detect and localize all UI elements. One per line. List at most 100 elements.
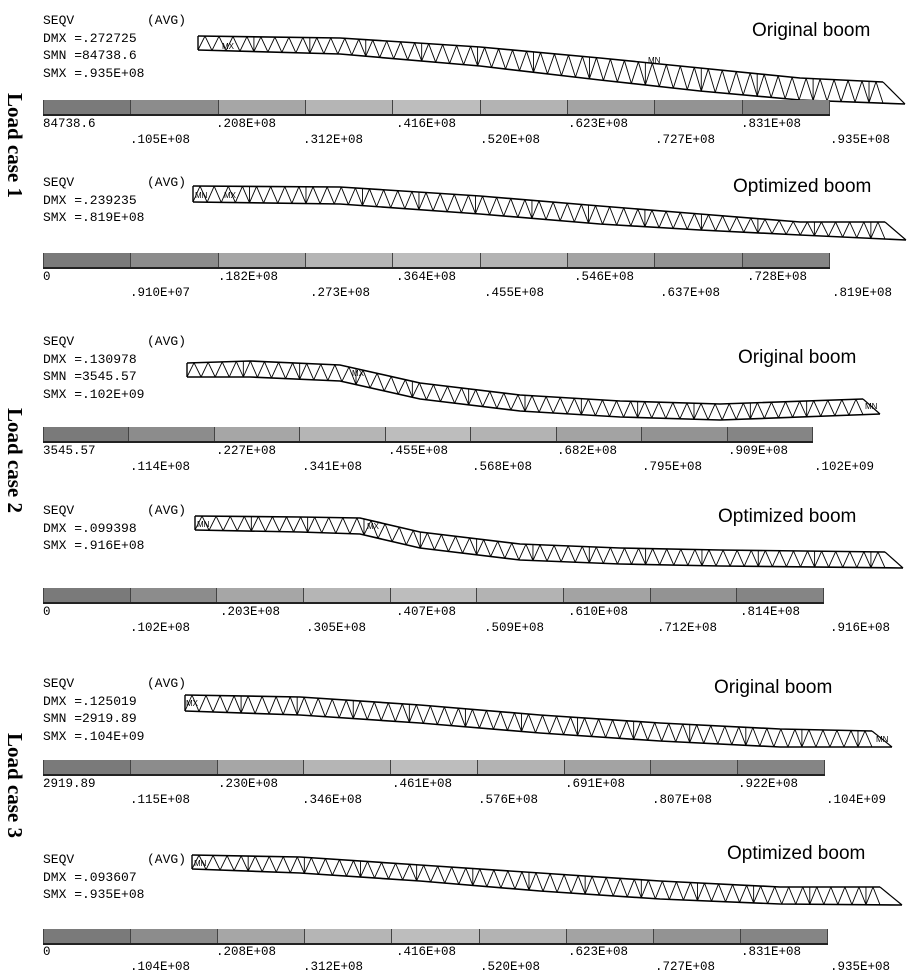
web-diagonal bbox=[425, 192, 434, 211]
legend-tick-label: .727E+08 bbox=[655, 133, 716, 147]
web-diagonal bbox=[461, 387, 470, 406]
web-diagonal bbox=[458, 867, 467, 885]
web-diagonal bbox=[679, 402, 688, 419]
web-diagonal bbox=[268, 696, 277, 715]
legend-tick-label: .461E+08 bbox=[392, 777, 453, 791]
stress-color-bar bbox=[43, 100, 830, 116]
web-diagonal bbox=[215, 516, 224, 531]
legend-band bbox=[565, 929, 653, 943]
web-diagonal bbox=[191, 854, 200, 870]
web-diagonal bbox=[206, 185, 215, 203]
web-diagonal bbox=[507, 870, 516, 890]
web-diagonal bbox=[851, 886, 860, 905]
web-diagonal bbox=[693, 213, 702, 231]
web-diagonal bbox=[496, 392, 505, 409]
web-diagonal bbox=[756, 402, 765, 419]
legend-tick-label: .182E+08 bbox=[218, 270, 279, 284]
web-diagonal bbox=[254, 855, 263, 872]
legend-band bbox=[641, 427, 727, 441]
legend-band bbox=[217, 253, 305, 267]
web-diagonal bbox=[390, 376, 399, 395]
web-diagonal bbox=[240, 855, 249, 872]
web-diagonal bbox=[298, 186, 307, 204]
web-diagonal bbox=[426, 532, 435, 550]
web-diagonal bbox=[587, 398, 596, 416]
web-diagonal bbox=[261, 856, 270, 872]
web-diagonal bbox=[261, 696, 270, 715]
web-diagonal bbox=[875, 81, 884, 104]
legend-band bbox=[130, 253, 218, 267]
web-diagonal bbox=[771, 550, 780, 567]
web-diagonal bbox=[316, 37, 325, 54]
web-diagonal bbox=[275, 696, 284, 715]
web-diagonal bbox=[605, 719, 614, 738]
web-diagonal bbox=[528, 713, 536, 733]
web-diagonal bbox=[249, 186, 257, 203]
legend-band bbox=[726, 427, 813, 441]
web-diagonal bbox=[422, 705, 431, 724]
web-diagonal bbox=[489, 391, 498, 409]
web-diagonal bbox=[788, 886, 797, 905]
mx-marker: MX bbox=[224, 191, 236, 200]
web-diagonal bbox=[454, 387, 463, 404]
web-diagonal bbox=[214, 361, 223, 378]
web-diagonal bbox=[612, 878, 621, 897]
web-diagonal bbox=[337, 38, 346, 55]
web-diagonal bbox=[236, 516, 245, 532]
web-diagonal bbox=[347, 187, 356, 205]
legend-tick-label: 2919.89 bbox=[43, 777, 96, 791]
web-diagonal bbox=[799, 221, 808, 236]
web-diagonal bbox=[479, 868, 488, 887]
seqv-label: SEQV bbox=[43, 676, 75, 691]
web-diagonal bbox=[742, 72, 751, 96]
web-diagonal bbox=[362, 188, 370, 206]
web-diagonal bbox=[842, 551, 851, 568]
web-diagonal bbox=[682, 723, 691, 743]
avg-label: (AVG) bbox=[147, 852, 187, 867]
web-diagonal bbox=[725, 884, 733, 902]
web-diagonal bbox=[547, 53, 555, 75]
legend-band bbox=[130, 929, 218, 943]
web-diagonal bbox=[440, 386, 448, 402]
web-diagonal bbox=[388, 863, 397, 880]
web-diagonal bbox=[820, 400, 829, 417]
web-diagonal bbox=[584, 876, 593, 895]
web-diagonal bbox=[409, 864, 418, 881]
legend-tick-label: .509E+08 bbox=[484, 621, 545, 635]
web-diagonal bbox=[535, 872, 544, 892]
top-chord bbox=[197, 35, 884, 83]
web-diagonal bbox=[806, 400, 815, 417]
web-diagonal bbox=[673, 549, 682, 566]
web-diagonal bbox=[619, 720, 628, 739]
web-diagonal bbox=[675, 723, 684, 742]
web-diagonal bbox=[700, 403, 709, 420]
legend-band bbox=[654, 253, 742, 267]
web-diagonal bbox=[334, 364, 343, 382]
web-diagonal bbox=[448, 536, 456, 552]
web-diagonal bbox=[786, 550, 794, 567]
truss-boom bbox=[194, 515, 904, 569]
web-diagonal bbox=[559, 397, 568, 415]
web-diagonal bbox=[519, 51, 527, 71]
web-diagonal bbox=[807, 550, 816, 568]
mx-marker: MX bbox=[186, 699, 198, 708]
web-diagonal bbox=[540, 52, 548, 75]
legend-bottom-ticks: .104E+08 .312E+08 .520E+08 .727E+08 .935E+08 bbox=[0, 960, 915, 974]
web-diagonal bbox=[654, 880, 663, 899]
web-diagonal bbox=[870, 221, 879, 239]
smx-value: SMX =.102E+09 bbox=[43, 386, 145, 402]
web-diagonal bbox=[802, 886, 811, 905]
legend-band bbox=[216, 760, 304, 774]
legend-tick-label: .814E+08 bbox=[740, 605, 801, 619]
web-diagonal bbox=[456, 45, 465, 65]
web-diagonal bbox=[714, 70, 723, 93]
web-diagonal bbox=[617, 547, 625, 565]
web-diagonal bbox=[631, 548, 639, 565]
web-diagonal bbox=[306, 363, 315, 381]
web-diagonal bbox=[858, 886, 867, 905]
web-diagonal bbox=[483, 539, 492, 557]
web-diagonal bbox=[263, 186, 272, 204]
legend-tick-label: .230E+08 bbox=[218, 777, 279, 791]
web-diagonal bbox=[552, 397, 561, 414]
web-diagonal bbox=[577, 717, 585, 736]
